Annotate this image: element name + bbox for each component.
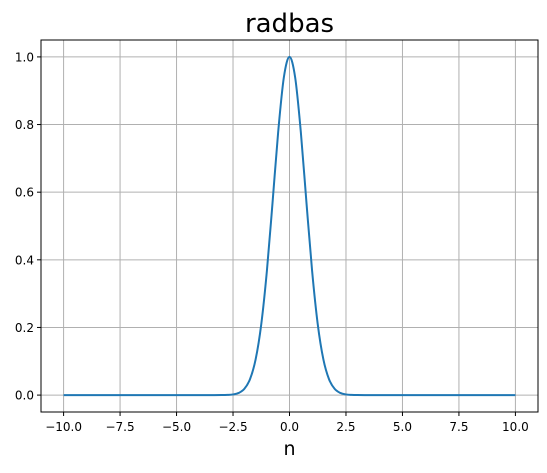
grid-lines bbox=[41, 40, 538, 412]
x-tick-label: −5.0 bbox=[162, 420, 191, 434]
x-tick-label: −7.5 bbox=[105, 420, 134, 434]
x-tick-label: 10.0 bbox=[502, 420, 529, 434]
y-tick-label: 1.0 bbox=[15, 50, 34, 64]
y-tick-label: 0.8 bbox=[15, 118, 34, 132]
series-layer bbox=[63, 55, 516, 397]
x-tick-label: 5.0 bbox=[393, 420, 412, 434]
y-tick-label: 0.4 bbox=[15, 253, 34, 267]
chart-title: radbas bbox=[245, 9, 334, 39]
x-tick-label: 0.0 bbox=[280, 420, 299, 434]
radbas-series-line bbox=[63, 55, 516, 397]
x-tick-label: 2.5 bbox=[336, 420, 355, 434]
y-tick-label: 0.0 bbox=[15, 389, 34, 403]
y-tick-label: 0.6 bbox=[15, 186, 34, 200]
axis-ticks: −10.0 −7.5 −5.0 −2.5 0.0 2.5 5.0 7.5 10.0 0.0 0.2 0… bbox=[15, 50, 529, 434]
x-tick-label: −10.0 bbox=[45, 420, 82, 434]
x-axis-label: n bbox=[283, 438, 295, 460]
x-tick-label: 7.5 bbox=[449, 420, 468, 434]
x-tick-label: −2.5 bbox=[218, 420, 247, 434]
y-tick-label: 0.2 bbox=[15, 321, 34, 335]
